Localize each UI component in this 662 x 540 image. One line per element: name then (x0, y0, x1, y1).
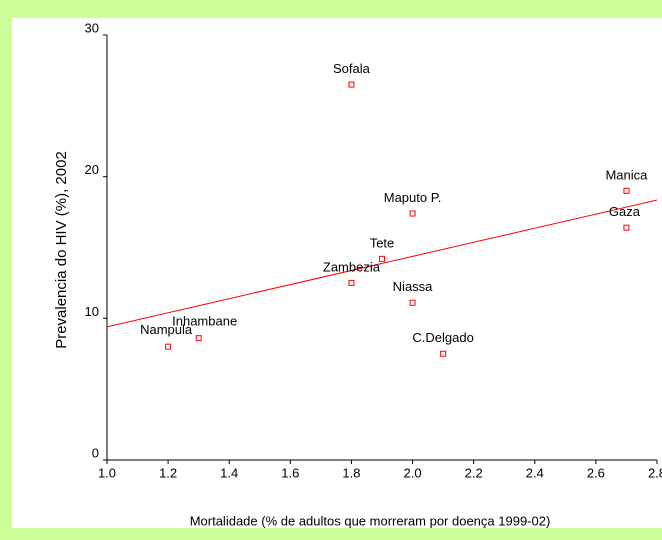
point (379, 255, 385, 262)
point-label: Nampula (140, 322, 193, 337)
y-tick-label: 30 (85, 20, 99, 35)
point (409, 210, 416, 217)
point (409, 299, 416, 306)
x-tick-label: 1.6 (281, 465, 299, 480)
point-label: Manica (605, 167, 648, 182)
point-label: C.Delgado (412, 330, 473, 345)
y-tick-label: 10 (85, 304, 99, 319)
y-tick-label: 20 (85, 162, 99, 177)
x-tick-label: 2.8 (648, 465, 662, 480)
x-tick-label: 2.2 (465, 465, 483, 480)
x-tick-label: 1.4 (220, 465, 238, 480)
point (195, 335, 202, 342)
point (348, 279, 355, 286)
x-tick-label: 1.8 (342, 465, 360, 480)
y-tick-label: 0 (92, 445, 99, 460)
x-tick-label: 2.0 (404, 465, 422, 480)
point (440, 350, 447, 357)
x-tick-label: 1.2 (159, 465, 177, 480)
x-axis-title: Mortalidade (% de adultos que morreram p… (190, 513, 551, 528)
y-axis-title: Prevalencia do HIV (%), 2002 (53, 151, 70, 349)
point-label: Maputo P. (384, 190, 442, 205)
point-label: Tete (370, 235, 395, 250)
point (348, 81, 355, 88)
trendline (106, 199, 658, 328)
x-tick-label: 2.6 (587, 465, 605, 480)
point-label: Gaza (609, 204, 641, 219)
chart-area (12, 18, 662, 528)
point-label: Zambezia (323, 259, 381, 274)
point (623, 224, 630, 231)
point-label: Niassa (393, 279, 434, 294)
x-tick-label: 1.0 (98, 465, 116, 480)
point-label: Inhambane (172, 314, 237, 329)
point (623, 187, 630, 194)
point (165, 343, 172, 350)
x-tick-label: 2.4 (526, 465, 544, 480)
point-label: Sofala (333, 61, 371, 76)
